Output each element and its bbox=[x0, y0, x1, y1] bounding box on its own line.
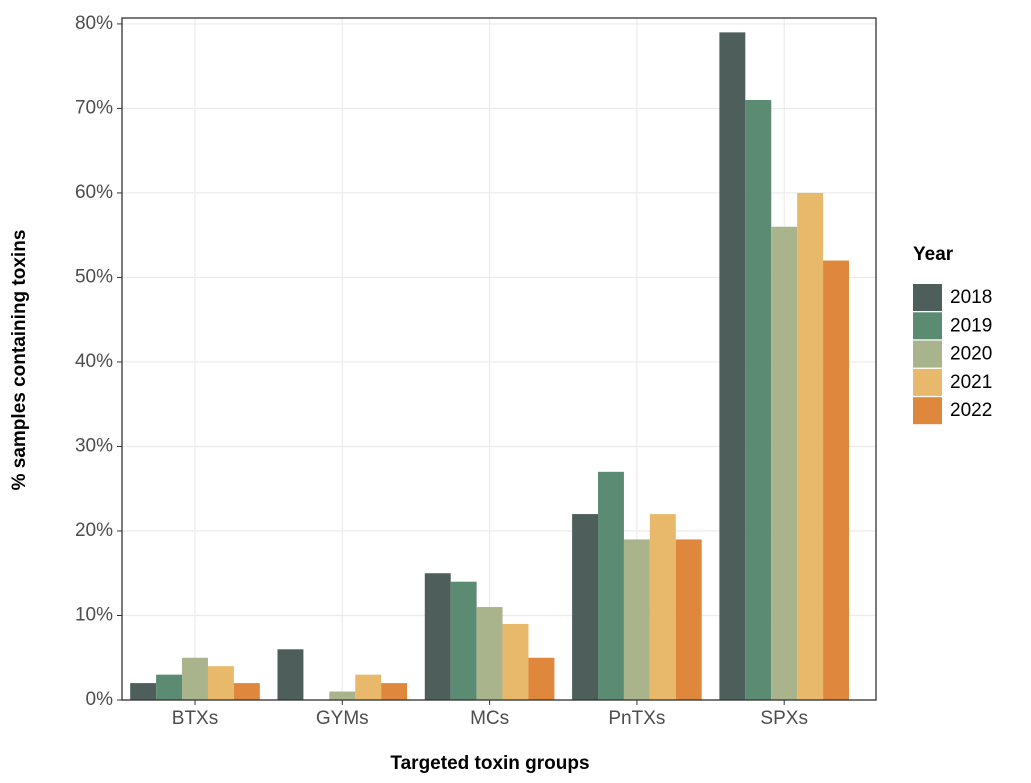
bar bbox=[502, 623, 529, 700]
x-tick-label: GYMs bbox=[316, 708, 369, 729]
y-axis-title: % samples containing toxins bbox=[9, 230, 30, 491]
y-tick-label: 30% bbox=[75, 435, 113, 456]
bar bbox=[277, 649, 304, 700]
bar bbox=[450, 581, 477, 700]
y-tick-label: 20% bbox=[75, 520, 113, 541]
y-tick-label: 40% bbox=[75, 351, 113, 372]
legend-key bbox=[913, 312, 942, 340]
bar bbox=[329, 691, 356, 700]
y-tick-label: 10% bbox=[75, 605, 113, 626]
x-axis-title: Targeted toxin groups bbox=[390, 753, 589, 774]
legend-key bbox=[913, 284, 942, 311]
plot-border bbox=[121, 17, 877, 701]
bar bbox=[233, 683, 260, 700]
legend-label: 2021 bbox=[950, 372, 992, 393]
bar bbox=[130, 683, 157, 700]
bar bbox=[424, 573, 451, 700]
legend-label: 2019 bbox=[950, 315, 992, 336]
bar bbox=[623, 539, 650, 700]
bar bbox=[207, 666, 234, 700]
y-tick-label: 60% bbox=[75, 182, 113, 203]
bar bbox=[381, 683, 408, 700]
bar bbox=[355, 674, 382, 700]
bar bbox=[771, 226, 798, 700]
x-tick-label: BTXs bbox=[172, 708, 218, 729]
bar bbox=[745, 99, 772, 700]
y-tick-label: 80% bbox=[75, 13, 113, 34]
bar bbox=[719, 32, 746, 700]
legend-key bbox=[913, 368, 942, 396]
bar bbox=[675, 539, 702, 700]
x-tick-label: PnTXs bbox=[608, 708, 665, 729]
legend-label: 2018 bbox=[950, 287, 992, 308]
bar bbox=[182, 657, 208, 700]
legend-label: 2020 bbox=[950, 344, 992, 365]
x-tick-label: MCs bbox=[470, 708, 509, 729]
y-tick-label: 0% bbox=[86, 689, 114, 710]
legend-key bbox=[913, 340, 942, 368]
bar bbox=[528, 657, 555, 700]
bar bbox=[797, 192, 824, 700]
bar bbox=[572, 514, 599, 700]
y-tick-label: 70% bbox=[75, 97, 113, 118]
bar bbox=[156, 674, 183, 700]
legend-label: 2022 bbox=[950, 400, 992, 421]
bar bbox=[598, 471, 624, 700]
bar bbox=[823, 260, 850, 700]
bar bbox=[476, 607, 503, 700]
bar bbox=[649, 514, 676, 700]
x-tick-label: SPXs bbox=[760, 708, 808, 729]
legend-key bbox=[913, 397, 942, 425]
legend-title: Year bbox=[913, 244, 954, 265]
y-tick-label: 50% bbox=[75, 266, 113, 287]
